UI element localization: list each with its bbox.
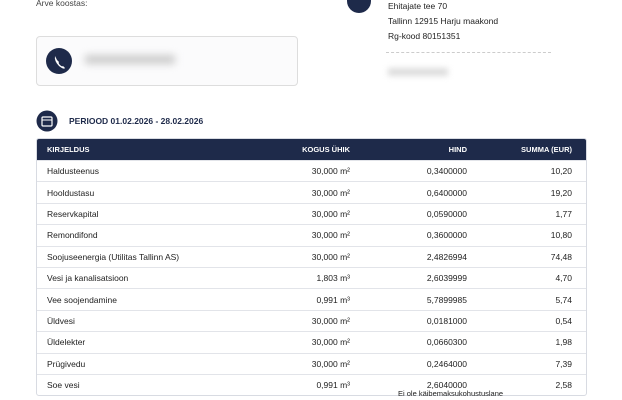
table-cell: 5,7899985 (426, 294, 467, 305)
table-cell: 1,803 m³ (316, 273, 350, 284)
table-cell: 30,000 m² (311, 187, 350, 198)
table-cell: 19,20 (550, 187, 572, 198)
calendar-icon (36, 110, 58, 132)
table-row: Vee soojendamine 0,991 m³ 5,7899985 5,74 (37, 288, 586, 309)
table-row: Remondifond 30,000 m² 0,3600000 10,80 (37, 224, 586, 245)
table-cell: 10,20 (550, 166, 572, 177)
table-cell: 2,6040000 (426, 380, 467, 391)
table-cell: 0,6400000 (426, 187, 467, 198)
table-cell: 4,70 (555, 273, 572, 284)
table-cell: 0,991 m³ (316, 380, 350, 391)
table-cell: 0,0590000 (426, 208, 467, 219)
table-cell: 10,80 (550, 230, 572, 241)
address-line: Ehitajate tee 70 (388, 1, 448, 11)
address-line: Tallinn 12915 Harju maakond (388, 16, 499, 26)
table-cell: Üldvesi (47, 315, 75, 326)
created-by-label: Arve koostas: (36, 0, 88, 8)
period: PERIOOD 01.02.2026 - 28.02.2026 (69, 116, 204, 126)
table-cell: Remondifond (47, 230, 98, 241)
table-cell: Vesi ja kanalisatsioon (47, 273, 129, 284)
table-cell: 74,48 (550, 251, 572, 262)
vat-note: Ei ole käibemaksukohustuslane (398, 389, 504, 398)
invoice-table: KIRJELDUS KOGUS ÜHIK HIND SUMMA (EUR) Haldus… (36, 138, 587, 397)
table-cell: 30,000 m² (311, 166, 350, 177)
table-cell: 30,000 m² (311, 251, 350, 262)
table-cell: Soojuseenergia (Utilitas Tallinn AS) (47, 251, 180, 262)
table-cell: Vee soojendamine (47, 294, 117, 305)
table-cell: 30,000 m² (311, 208, 350, 219)
table-cell: Hooldustasu (47, 187, 95, 198)
reg-code: Rg-kood 80151351 (388, 31, 461, 41)
contact-box (36, 36, 298, 86)
table-cell: 30,000 m² (311, 315, 350, 326)
column-header: HIND (448, 145, 467, 154)
table-cell: 0,991 m³ (316, 294, 350, 305)
location-icon (347, 0, 371, 13)
table-row: Prügivedu 30,000 m² 0,2464000 7,39 (37, 352, 586, 374)
column-header: SUMMA (EUR) (521, 145, 572, 154)
column-header: KOGUS ÜHIK (302, 145, 350, 154)
table-cell: 2,6039999 (426, 273, 467, 284)
blurred-text (388, 68, 448, 76)
table-cell: 30,000 m² (311, 337, 350, 348)
table-cell: 30,000 m² (311, 230, 350, 241)
table-row: Hooldustasu 30,000 m² 0,6400000 19,20 (37, 181, 586, 202)
table-cell: 5,74 (555, 294, 572, 305)
table-row: Vesi ja kanalisatsioon 1,803 m³ 2,6039999 4… (37, 266, 586, 288)
table-cell: 2,58 (555, 380, 572, 391)
table-row: Reservkapital 30,000 m² 0,0590000 1,77 (37, 202, 586, 224)
table-row: Soojuseenergia (Utilitas Tallinn AS) 30,0… (37, 245, 586, 267)
table-cell: 7,39 (555, 358, 572, 369)
table-cell: Prügivedu (47, 358, 86, 369)
table-header: KIRJELDUS KOGUS ÜHIK HIND SUMMA (EUR) (37, 139, 586, 160)
table-cell: 2,4826994 (426, 251, 467, 262)
table-cell: Üldelekter (47, 337, 86, 348)
table-cell: Reservkapital (47, 208, 99, 219)
table-row: Üldelekter 30,000 m² 0,0660300 1,98 (37, 331, 586, 352)
table-cell: 0,0660300 (426, 337, 467, 348)
column-header: KIRJELDUS (47, 145, 90, 154)
table-cell: 30,000 m² (311, 358, 350, 369)
table-row: Soe vesi 0,991 m³ 2,6040000 2,58 (37, 373, 586, 395)
table-cell: 0,54 (555, 315, 572, 326)
divider (386, 52, 551, 53)
table-cell: 0,3600000 (426, 230, 467, 241)
blurred-text (85, 55, 175, 64)
table-cell: Soe vesi (47, 380, 80, 391)
table-cell: 0,0181000 (426, 315, 467, 326)
table-cell: 1,77 (555, 208, 572, 219)
table-cell: 1,98 (555, 337, 572, 348)
table-row: Haldusteenus 30,000 m² 0,3400000 10,20 (37, 160, 586, 181)
table-cell: 0,3400000 (426, 166, 467, 177)
table-cell: Haldusteenus (47, 166, 99, 177)
phone-icon (46, 48, 72, 74)
table-cell: 0,2464000 (426, 358, 467, 369)
table-row: Üldvesi 30,000 m² 0,0181000 0,54 (37, 309, 586, 331)
